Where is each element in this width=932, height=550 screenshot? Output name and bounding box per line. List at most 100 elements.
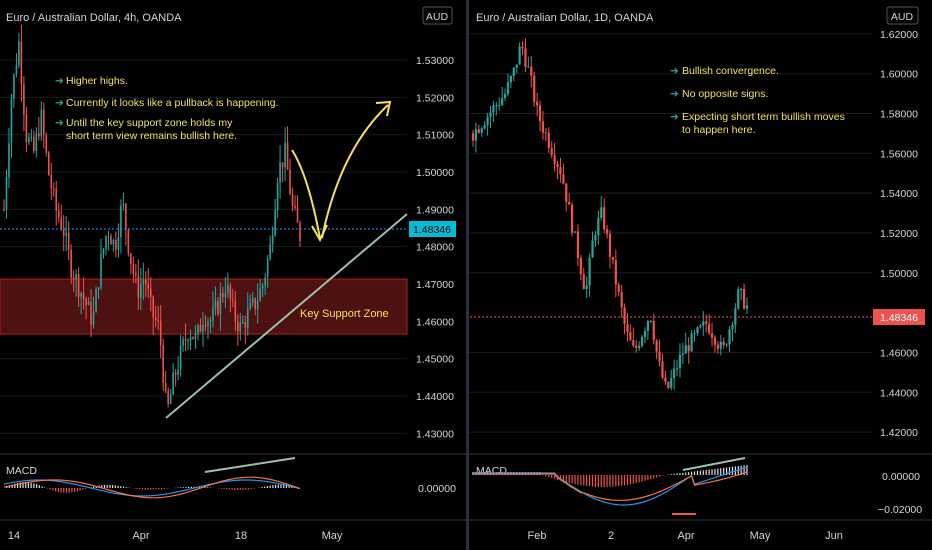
candle-body	[3, 209, 5, 211]
candle-body	[40, 109, 43, 137]
candle-body	[483, 125, 486, 129]
candle-body	[222, 293, 224, 297]
candle-body	[92, 312, 95, 325]
candle-body	[20, 41, 23, 85]
left-currency-badge-label: AUD	[426, 11, 449, 23]
macd-divergence-line	[204, 457, 296, 473]
candle-body	[174, 372, 177, 375]
candle-body	[708, 323, 711, 334]
right-time-tick-jun: Jun	[825, 530, 843, 542]
candle-body	[608, 233, 612, 257]
uptrend-line[interactable]	[165, 213, 408, 419]
candle-body	[102, 248, 105, 254]
candle-body	[57, 210, 60, 218]
candle-body	[652, 320, 655, 341]
candle-body	[274, 210, 276, 236]
candle-body	[745, 305, 749, 309]
candle-body	[110, 236, 112, 245]
candle-body	[77, 273, 80, 297]
candle-body	[194, 333, 197, 339]
candle-body	[503, 93, 507, 99]
candle-body	[256, 300, 259, 309]
candle-body	[673, 368, 676, 379]
candle-body	[629, 331, 632, 341]
candle-body	[13, 74, 15, 99]
left-time-tick-apr: Apr	[132, 530, 149, 542]
candle-body	[623, 307, 626, 324]
left-chart-panel[interactable]: ➔ Higher highs. ➔ Currently it looks lik…	[0, 6, 466, 542]
candle-body	[702, 321, 705, 326]
bullish-arrow	[321, 104, 389, 239]
candle-body	[605, 229, 609, 234]
candle-body	[130, 253, 132, 264]
candle-body	[197, 325, 199, 334]
candle-body	[67, 232, 70, 251]
left-price-axis[interactable]: 1.53000 1.52000 1.51000 1.50000 1.49000 1.480…	[416, 55, 454, 440]
note-bullet-icon: ➔	[55, 117, 64, 129]
right-chart-panel[interactable]: ➔ Bullish convergence. ➔ No opposite sig…	[469, 6, 932, 542]
candle-body	[635, 345, 638, 348]
candle-body	[640, 337, 644, 346]
candle-body	[626, 323, 629, 332]
candle-body	[90, 301, 92, 325]
note-pullback: Currently it looks like a pullback is ha…	[66, 97, 278, 109]
candle-body	[591, 240, 594, 258]
panel-divider[interactable]	[466, 0, 469, 550]
candle-body	[471, 133, 475, 141]
candle-body	[655, 340, 658, 352]
candle-body	[518, 46, 521, 65]
candle-body	[533, 75, 536, 102]
candle-body	[480, 128, 483, 133]
candle-body	[713, 337, 717, 345]
candle-body	[154, 317, 157, 321]
candle-body	[509, 75, 512, 83]
left-currency-badge[interactable]	[422, 6, 453, 25]
candle-body	[498, 104, 501, 106]
candle-body	[15, 65, 18, 75]
price-tick-label: 1.50000	[880, 268, 918, 280]
note-bullet-icon: ➔	[55, 75, 64, 87]
macd-line	[473, 466, 748, 506]
candle-body	[125, 204, 127, 230]
candle-body	[23, 84, 25, 115]
note-support-line2: short term view remains bullish here.	[66, 130, 237, 142]
candle-body	[72, 277, 75, 280]
signal-line	[473, 471, 748, 501]
candle-body	[576, 231, 580, 259]
note-expecting-line2: to happen here.	[682, 124, 756, 136]
candle-body	[52, 188, 55, 190]
candle-body	[664, 377, 667, 382]
candle-body	[204, 325, 207, 327]
candle-body	[251, 298, 254, 303]
candle-body	[95, 289, 97, 313]
price-tick-label: 1.46000	[880, 347, 918, 359]
candle-body	[30, 136, 33, 138]
candle-body	[492, 105, 495, 113]
candle-body	[47, 152, 50, 175]
right-price-axis[interactable]: 1.62000 1.60000 1.58000 1.56000 1.54000 1.520…	[880, 29, 918, 439]
candle-body	[538, 105, 542, 122]
left-time-tick-18: 18	[235, 530, 247, 542]
right-currency-badge[interactable]	[886, 6, 919, 25]
candle-body	[5, 177, 8, 210]
candle-body	[594, 235, 597, 241]
candle-body	[681, 353, 684, 355]
candle-body	[573, 231, 577, 233]
candle-body	[684, 345, 687, 354]
candle-body	[50, 174, 53, 189]
right-time-tick-may: May	[750, 530, 771, 542]
price-tick-label: 1.58000	[880, 109, 918, 121]
candle-body	[75, 273, 77, 280]
candle-body	[600, 207, 603, 218]
candle-body	[179, 345, 182, 370]
candle-body	[142, 280, 145, 285]
candle-body	[261, 285, 264, 289]
price-tick-label: 1.51000	[416, 130, 454, 142]
candle-body	[152, 296, 155, 318]
candle-body	[105, 236, 107, 249]
candle-body	[742, 289, 746, 309]
candle-body	[140, 284, 142, 298]
note-expecting-line1: Expecting short term bullish moves	[682, 111, 845, 123]
candle-body	[530, 66, 533, 76]
candle-body	[112, 239, 115, 245]
